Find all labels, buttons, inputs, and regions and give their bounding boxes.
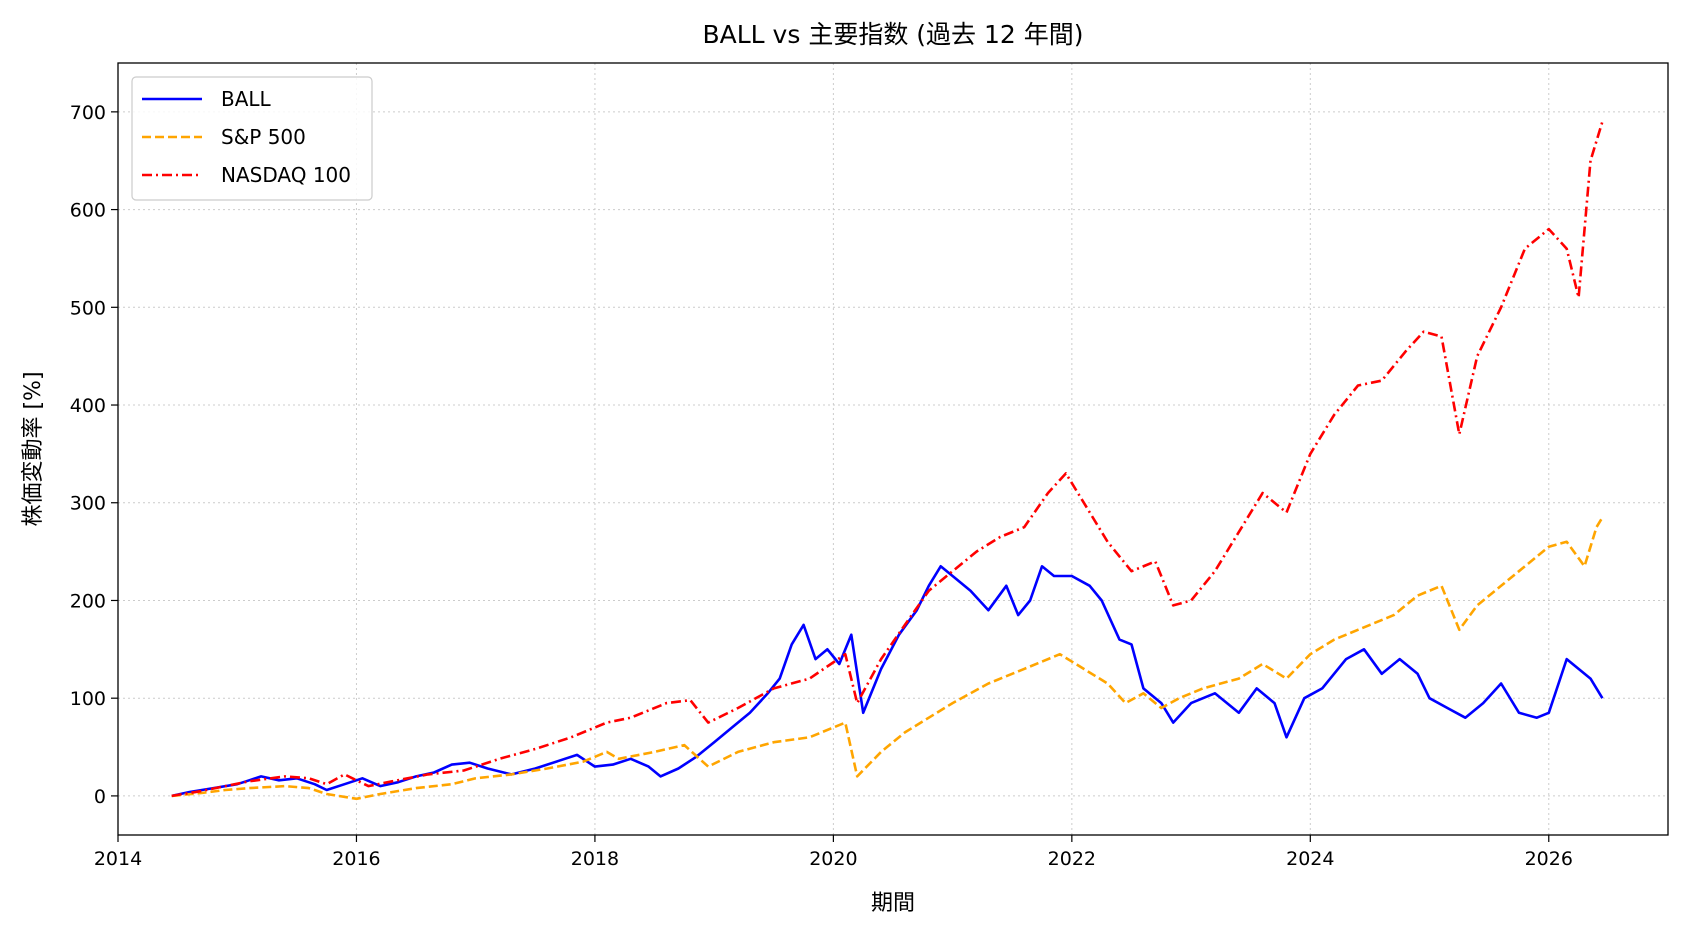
y-tick-label: 700: [70, 102, 106, 124]
x-tick-label: 2014: [94, 848, 142, 870]
y-tick-label: 500: [70, 297, 106, 319]
y-tick-label: 400: [70, 395, 106, 417]
chart-title: BALL vs 主要指数 (過去 12 年間): [703, 20, 1084, 49]
legend-label: BALL: [221, 87, 272, 111]
y-tick-label: 600: [70, 200, 106, 222]
axis-ticks: 2014 2016 2018 2020 2022 2024 2026 0 100 200 300 40…: [70, 102, 1573, 870]
y-tick-label: 300: [70, 493, 106, 515]
y-tick-label: 200: [70, 590, 106, 612]
y-tick-label: 100: [70, 688, 106, 710]
plot-area-frame: [117, 62, 1669, 836]
y-tick-label: 0: [94, 786, 106, 808]
x-tick-label: 2018: [571, 848, 619, 870]
legend: BALL S&P 500 NASDAQ 100: [131, 76, 373, 201]
x-tick-label: 2026: [1525, 848, 1573, 870]
series-lines: [171, 121, 1604, 801]
series-line-1: [171, 516, 1604, 801]
legend-box: [131, 76, 373, 201]
x-axis-title: 期間: [871, 891, 915, 916]
x-tick-label: 2016: [332, 848, 380, 870]
x-tick-label: 2024: [1286, 848, 1334, 870]
series-line-2: [171, 121, 1604, 798]
legend-label: NASDAQ 100: [221, 163, 351, 187]
x-tick-label: 2020: [809, 848, 857, 870]
legend-label: S&P 500: [221, 125, 306, 149]
y-axis-title: 株価変動率 [%]: [21, 371, 46, 526]
x-tick-label: 2022: [1048, 848, 1096, 870]
